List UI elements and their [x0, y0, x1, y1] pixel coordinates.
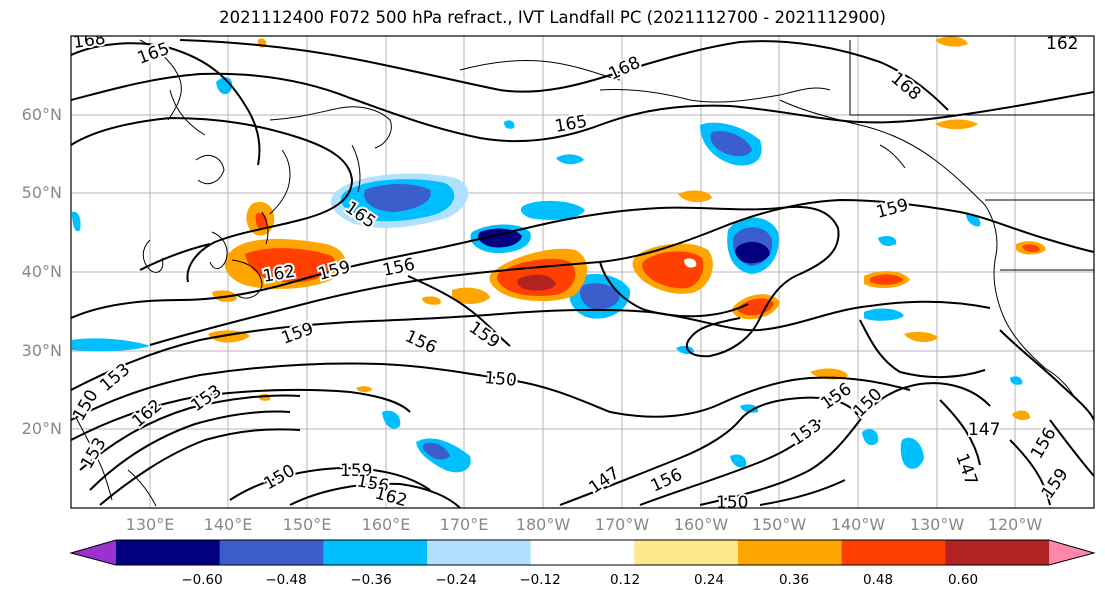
negative-patch: [580, 283, 620, 310]
lat-label: 30°N: [21, 341, 62, 360]
colorbar-segment: [219, 540, 324, 565]
negative-patch: [422, 442, 450, 460]
positive-patch: [422, 296, 441, 305]
colorbar-tick-label: 0.48: [862, 572, 894, 588]
lon-label: 150°E: [282, 515, 332, 534]
negative-patch: [72, 211, 81, 232]
negative-patch: [364, 184, 431, 212]
positive-patch: [737, 298, 774, 316]
negative-patch: [735, 241, 770, 264]
lon-label: 140°W: [830, 515, 886, 534]
lon-label: 160°W: [673, 515, 729, 534]
colorbar-segment: [530, 540, 635, 565]
negative-patch: [556, 154, 584, 165]
lat-label: 50°N: [21, 183, 62, 202]
negative-patch: [900, 437, 924, 469]
negative-patch: [520, 200, 585, 220]
positive-patch: [904, 331, 938, 343]
negative-patch: [878, 236, 897, 246]
colorbar-tick-label: −0.60: [181, 572, 223, 588]
positive-patch: [452, 287, 490, 304]
lon-label: 170°E: [439, 515, 489, 534]
negative-patch: [504, 120, 515, 129]
lon-label: 130°W: [909, 515, 965, 534]
colorbar-tick-label: 0.12: [609, 572, 641, 588]
negative-patch: [864, 308, 904, 321]
shaded-fields: [72, 36, 1046, 473]
positive-patch: [1012, 410, 1030, 421]
colorbar-segment: [323, 540, 428, 565]
graticule: [71, 36, 1094, 508]
colorbar-segment: [634, 540, 739, 565]
colorbar-segment: [427, 540, 532, 565]
lon-label: 120°W: [987, 515, 1043, 534]
positive-patch: [870, 274, 903, 285]
colorbar-tick-label: −0.48: [265, 572, 307, 588]
contour-label: 150: [484, 368, 518, 391]
colorbar-segment: [116, 540, 221, 565]
negative-patch: [478, 228, 522, 248]
positive-patch: [245, 248, 335, 283]
figure-title: 2021112400 F072 500 hPa refract., IVT La…: [219, 8, 886, 27]
contour-label: 147: [968, 420, 1000, 440]
lon-label: 130°E: [125, 515, 175, 534]
negative-patch: [72, 338, 150, 352]
colorbar-segment: [945, 540, 1050, 565]
positive-patch: [684, 258, 697, 268]
colorbar-tick-label: −0.36: [350, 572, 392, 588]
positive-patch: [935, 36, 968, 47]
colorbar-outline: [69, 539, 1096, 566]
lat-label: 40°N: [21, 262, 62, 281]
lon-label: 140°E: [203, 515, 253, 534]
colorbar-tick-label: 0.60: [947, 572, 979, 588]
negative-patch: [710, 131, 752, 157]
colorbar-extend-high: [1049, 540, 1094, 565]
lon-label: 160°E: [361, 515, 411, 534]
coastlines: [71, 39, 1094, 507]
colorbar-segment: [841, 540, 946, 565]
map-frame: [70, 35, 1095, 509]
positive-patch: [1022, 244, 1040, 253]
colorbar-segment: [738, 540, 843, 565]
negative-patch: [382, 410, 401, 429]
positive-patch: [678, 190, 712, 203]
colorbar-tick-label: 0.36: [778, 572, 810, 588]
colorbar-extend-low: [71, 540, 116, 565]
lat-label: 20°N: [21, 419, 62, 438]
positive-patch: [517, 274, 556, 291]
height-contours: [71, 39, 1094, 508]
colorbar-tick-label: 0.24: [693, 572, 725, 588]
negative-patch: [730, 454, 747, 468]
lon-label: 180°W: [515, 515, 571, 534]
positive-patch: [356, 386, 372, 393]
lon-label: 150°W: [751, 515, 807, 534]
contour-label: 162: [1046, 34, 1078, 54]
negative-patch: [862, 429, 879, 446]
contour-label: 150: [716, 493, 748, 513]
negative-patch: [1010, 376, 1023, 385]
lat-label: 60°N: [21, 105, 62, 124]
contour-label: 159: [340, 461, 372, 481]
colorbar-tick-label: −0.12: [519, 572, 561, 588]
lon-label: 170°W: [594, 515, 650, 534]
colorbar-tick-label: −0.24: [435, 572, 477, 588]
negative-patch: [740, 404, 759, 413]
positive-patch: [935, 119, 978, 130]
